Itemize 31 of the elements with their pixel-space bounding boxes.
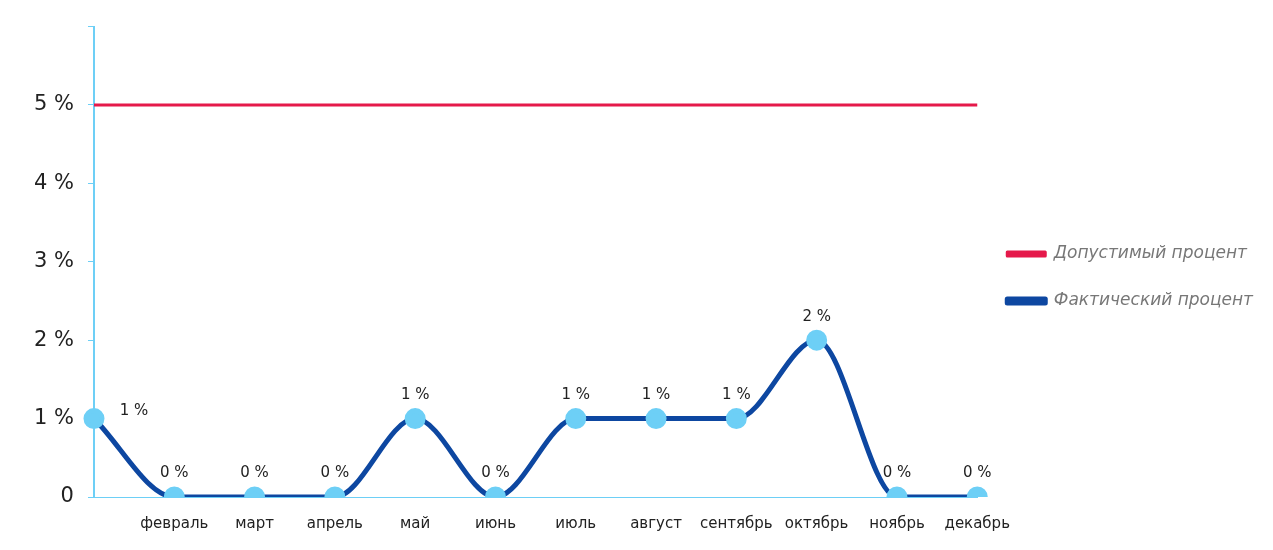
x-tick-label: декабрь — [944, 513, 1010, 532]
data-label: 0 % — [962, 463, 992, 482]
x-tick-label: август — [630, 513, 683, 532]
data-label: 2 % — [802, 306, 831, 325]
x-tick-label: октябрь — [784, 513, 849, 532]
data-label: 0 % — [882, 463, 912, 482]
y-tick-label: 0 — [60, 483, 74, 508]
x-tick-label: март — [235, 513, 275, 532]
x-tick-label: июль — [555, 513, 597, 532]
x-tick-label: февраль — [140, 513, 209, 532]
x-tick-label: сентябрь — [700, 513, 773, 532]
y-tick-label: 3 % — [33, 248, 74, 273]
legend-label: Допустимый процент — [1052, 242, 1249, 263]
x-tick-label: июнь — [474, 513, 516, 532]
x-tick-label: апрель — [306, 513, 363, 532]
data-label: 0 % — [320, 463, 350, 482]
x-tick-label: май — [400, 513, 431, 532]
x-tick-label: ноябрь — [869, 513, 925, 532]
data-label: 1 % — [400, 384, 430, 403]
y-tick-label: 2 % — [33, 326, 74, 351]
data-label: 0 % — [240, 463, 269, 482]
data-label: 1 % — [561, 384, 591, 403]
y-tick-label: 1 % — [33, 405, 74, 430]
legend-label: Фактический процент — [1053, 289, 1255, 310]
data-label: 0 % — [160, 463, 189, 482]
data-label: 1 % — [119, 400, 149, 419]
y-tick-label: 5 % — [33, 91, 74, 116]
data-label: 1 % — [722, 384, 751, 403]
y-tick-label: 4 % — [33, 169, 74, 194]
data-label: 1 % — [641, 384, 671, 403]
data-label: 0 % — [481, 463, 510, 482]
